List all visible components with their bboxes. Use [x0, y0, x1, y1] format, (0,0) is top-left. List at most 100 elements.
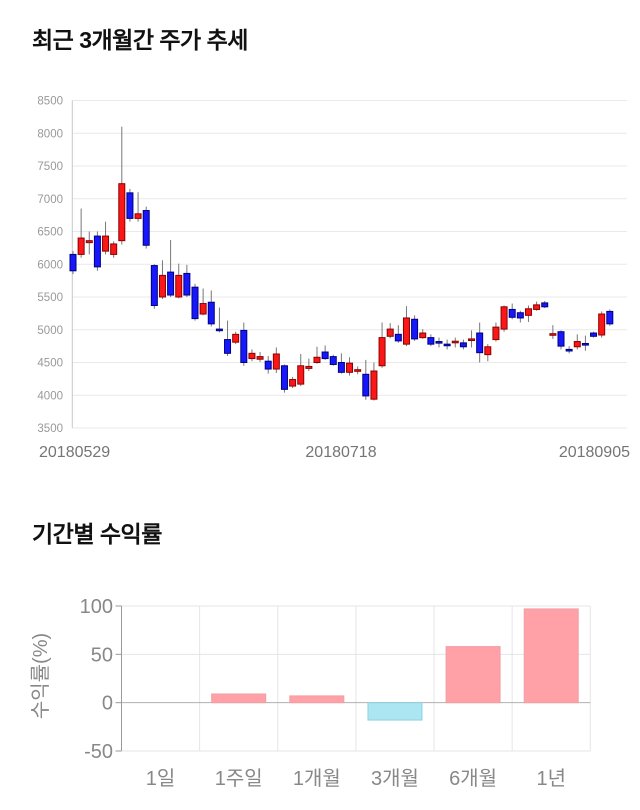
y-axis-tick-label: -50 — [84, 741, 113, 763]
candle-body-up — [419, 332, 427, 339]
candle — [476, 322, 484, 363]
candle — [386, 323, 394, 339]
candle-body-up — [232, 333, 240, 343]
candle — [248, 349, 256, 362]
candle — [167, 240, 175, 297]
candle — [533, 301, 541, 311]
candle — [500, 305, 508, 332]
candle — [126, 188, 134, 222]
candle-body-up — [402, 317, 410, 345]
candle-body-down — [264, 360, 272, 370]
candle-body-up — [573, 341, 581, 348]
y-axis-tick-label: 100 — [80, 596, 113, 618]
candle — [565, 346, 573, 354]
return-bar-positive — [211, 693, 267, 704]
candle-body-up — [77, 237, 85, 255]
candle — [492, 322, 500, 342]
x-axis-category-label: 1주일 — [215, 767, 263, 790]
candle-body-up — [468, 338, 476, 342]
candle-body-down — [240, 329, 248, 363]
return-bar-positive — [523, 608, 579, 704]
candle-body-down — [191, 286, 199, 320]
y-axis-tick-label: 6500 — [37, 227, 63, 239]
candle — [232, 331, 240, 345]
candle-body-up — [297, 365, 305, 385]
candle — [321, 345, 329, 360]
y-axis-tick-label: 4500 — [37, 358, 63, 370]
candle — [524, 305, 532, 322]
candle-body-up — [102, 235, 110, 252]
candle — [297, 353, 305, 387]
candle — [443, 339, 451, 350]
candle — [240, 322, 248, 366]
candle — [337, 353, 345, 374]
candle-body-up — [378, 337, 386, 367]
candle — [508, 303, 516, 320]
candle — [394, 325, 402, 343]
candle-body-up — [85, 240, 93, 244]
candle — [362, 359, 370, 400]
candle — [183, 264, 191, 297]
candle-body-down — [93, 235, 101, 268]
candle — [606, 309, 614, 326]
candle — [158, 260, 166, 299]
candle-body-up — [248, 352, 256, 360]
y-axis-tick-label: 7000 — [37, 194, 63, 206]
candle — [346, 357, 354, 376]
candle-body-up — [386, 328, 394, 337]
candle-body-down — [427, 337, 435, 345]
x-axis-category-label: 6개월 — [449, 767, 497, 790]
candle — [516, 310, 524, 323]
candle — [468, 330, 476, 348]
candle — [77, 208, 85, 258]
candle-body-up — [289, 379, 297, 387]
candle — [150, 264, 158, 309]
candle — [118, 126, 126, 245]
candle-body-up — [118, 183, 126, 242]
y-axis-tick-label: 0 — [102, 693, 113, 715]
y-axis-tick-label: 4000 — [37, 390, 63, 402]
candle — [69, 251, 77, 275]
candle-body-down — [280, 365, 288, 390]
candle-body-down — [126, 192, 134, 219]
candle — [313, 346, 321, 364]
return-bar-negative — [367, 702, 423, 721]
candle — [272, 347, 280, 373]
candle — [484, 344, 492, 362]
candle — [402, 306, 410, 347]
period-return-title: 기간별 수익률 — [32, 521, 162, 547]
candle — [427, 334, 435, 347]
candle-body-down — [443, 343, 451, 347]
candle — [110, 241, 118, 258]
candle — [134, 192, 142, 222]
candle — [557, 330, 565, 350]
candle — [264, 355, 272, 374]
candle — [370, 362, 378, 401]
candle — [280, 364, 288, 393]
candle-body-down — [541, 302, 549, 308]
candle — [459, 339, 467, 350]
period-return-bar-chart: 100 50 0 -50 1일 1주일 1개월 3개월 6개월 1년 수익률(%) — [29, 596, 591, 790]
candle — [411, 315, 419, 341]
candle-body-up — [110, 243, 118, 255]
candle-body-down — [411, 318, 419, 340]
candle-body-down — [321, 351, 329, 360]
candle-body-down — [150, 265, 158, 307]
candle — [419, 329, 427, 339]
candle-body-down — [565, 348, 573, 352]
candle-body-down — [167, 271, 175, 296]
candle-body-down — [183, 272, 191, 296]
candle — [378, 322, 386, 368]
candle — [451, 337, 459, 348]
candle-body-up — [134, 213, 142, 219]
x-axis-date-label: 20180529 — [39, 444, 110, 461]
candlestick-chart: 8500 8000 7500 7000 6500 6000 5500 5000 4500 4000… — [37, 96, 630, 462]
candle-body-down — [516, 312, 524, 319]
candle-body-down — [337, 362, 345, 373]
candle-body-up — [346, 362, 354, 373]
candle-body-down — [69, 253, 77, 272]
candle — [435, 337, 443, 348]
candle-body-up — [598, 313, 606, 336]
candle — [215, 307, 223, 333]
